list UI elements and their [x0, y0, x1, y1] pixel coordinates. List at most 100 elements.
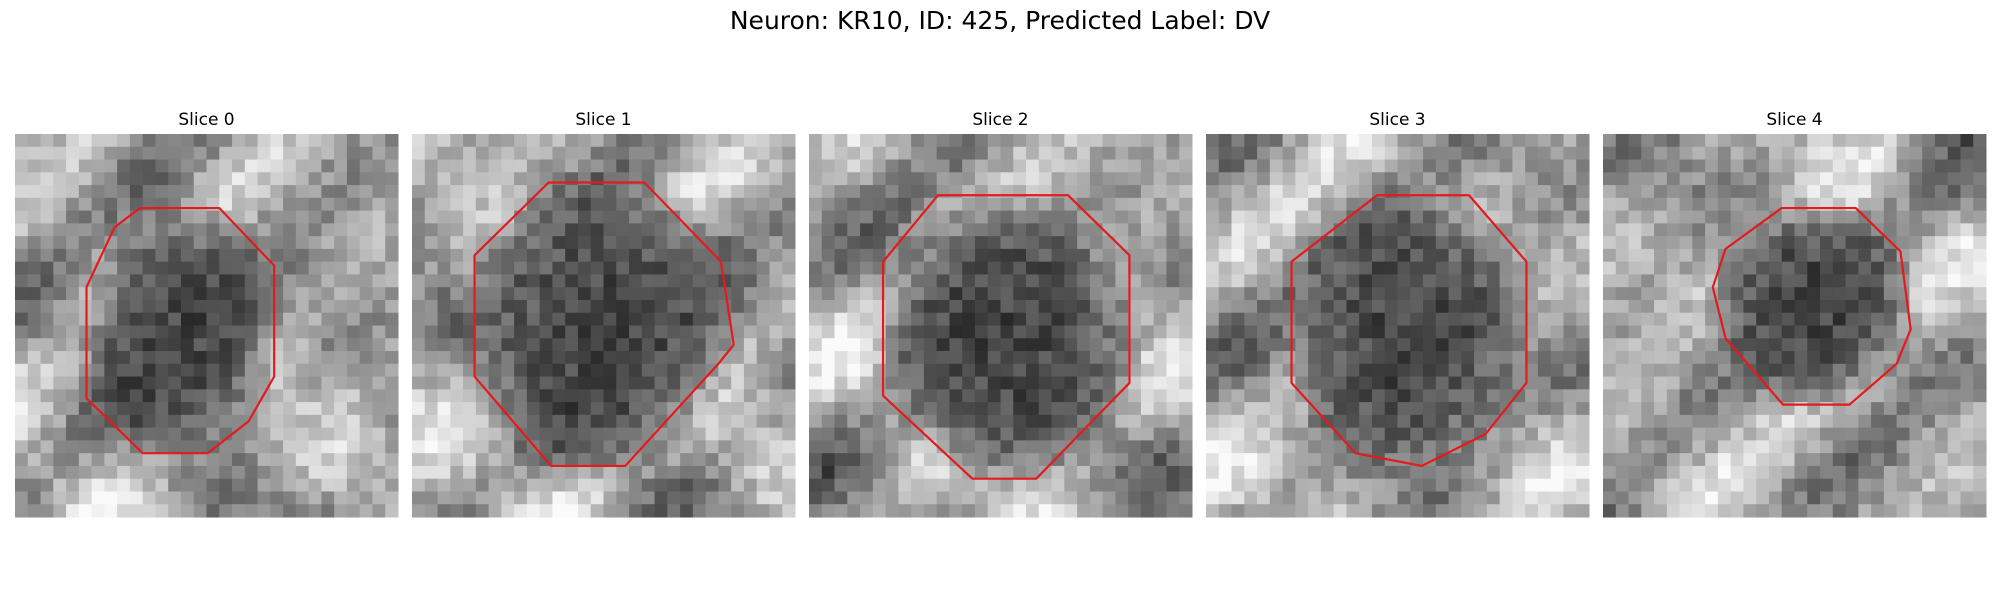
pixel: [1435, 325, 1450, 339]
pixel: [1525, 402, 1539, 416]
pixel: [911, 172, 925, 186]
pixel: [270, 134, 284, 148]
pixel: [180, 427, 195, 441]
pixel: [1499, 325, 1513, 339]
pixel: [1537, 465, 1552, 480]
pixel: [834, 402, 848, 416]
pixel: [1257, 261, 1271, 275]
pixel: [1308, 223, 1322, 237]
pixel: [1909, 427, 1923, 441]
pixel: [40, 363, 54, 378]
pixel: [1051, 465, 1065, 480]
pixel: [1064, 312, 1078, 327]
pixel: [463, 223, 477, 237]
pixel: [514, 274, 528, 288]
pixel: [1371, 134, 1386, 148]
pixel: [1320, 312, 1335, 327]
pixel: [809, 159, 823, 173]
pixel: [641, 351, 656, 365]
pixel: [193, 146, 208, 161]
pixel: [769, 389, 783, 403]
pixel: [270, 146, 284, 161]
pixel: [450, 248, 464, 263]
pixel: [769, 440, 783, 454]
pixel: [1794, 363, 1808, 378]
pixel: [1333, 338, 1347, 352]
pixel: [565, 389, 579, 403]
pixel: [27, 325, 42, 339]
pixel: [40, 197, 54, 212]
pixel: [1705, 159, 1719, 173]
pixel: [1603, 159, 1617, 173]
pixel: [1666, 402, 1681, 416]
pixel: [1934, 210, 1949, 224]
pixel: [1115, 274, 1129, 288]
pixel: [1026, 465, 1040, 480]
pixel: [692, 491, 707, 505]
pixel: [244, 414, 259, 429]
pixel: [1934, 465, 1949, 480]
pixel: [180, 172, 195, 186]
pixel: [667, 389, 681, 403]
pixel: [1550, 376, 1564, 390]
pixel: [27, 504, 42, 518]
pixel: [1717, 134, 1732, 148]
pixel: [514, 248, 528, 263]
pixel: [987, 274, 1002, 288]
pixel: [1128, 465, 1142, 480]
pixel: [1641, 134, 1655, 148]
pixel: [1909, 376, 1923, 390]
pixel: [1435, 312, 1450, 327]
pixel: [809, 491, 823, 505]
pixel: [705, 504, 719, 518]
pixel: [1717, 287, 1732, 301]
pixel: [1231, 376, 1245, 390]
pixel: [1654, 236, 1668, 250]
pixel: [1026, 159, 1040, 173]
pixel: [1717, 402, 1732, 416]
pixel: [769, 223, 783, 237]
pixel: [1269, 172, 1284, 186]
pixel: [424, 363, 439, 378]
pixel: [1064, 197, 1078, 212]
pixel: [437, 491, 451, 505]
pixel: [463, 197, 477, 212]
pixel: [1128, 363, 1142, 378]
pixel: [692, 402, 707, 416]
pixel: [756, 338, 770, 352]
pixel: [898, 504, 912, 518]
pixel: [1333, 185, 1347, 199]
pixel: [885, 134, 899, 148]
pixel: [1448, 197, 1462, 212]
pixel: [1346, 172, 1360, 186]
pixel: [437, 197, 451, 212]
pixel: [1934, 338, 1949, 352]
pixel: [1140, 223, 1155, 237]
pixel: [769, 351, 783, 365]
pixel: [769, 312, 783, 327]
pixel: [1603, 172, 1617, 186]
pixel: [1550, 172, 1564, 186]
pixel: [1089, 261, 1104, 275]
pixel: [15, 287, 29, 301]
pixel: [385, 236, 399, 250]
pixel: [603, 159, 617, 173]
pixel: [1705, 172, 1719, 186]
pixel: [1603, 376, 1617, 390]
pixel: [91, 440, 105, 454]
pixel: [257, 146, 271, 161]
pixel: [603, 248, 617, 263]
pixel: [974, 338, 989, 352]
pixel: [743, 134, 758, 148]
pixel: [53, 389, 67, 403]
pixel: [1218, 236, 1233, 250]
pixel: [654, 389, 668, 403]
pixel: [385, 210, 399, 224]
pixel: [769, 465, 783, 480]
pixel: [1026, 453, 1040, 467]
pixel: [680, 274, 694, 288]
pixel: [834, 236, 848, 250]
pixel: [1295, 465, 1309, 480]
pixel: [1166, 389, 1180, 403]
pixel: [577, 197, 592, 212]
